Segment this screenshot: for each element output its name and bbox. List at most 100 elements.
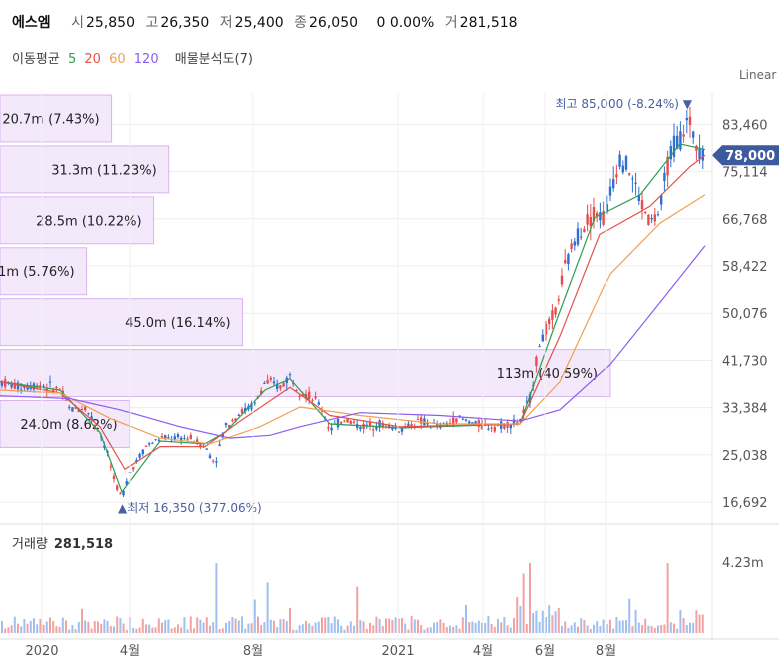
candle-body [525,401,528,403]
volume-bar [308,623,311,633]
candle-body [148,443,151,445]
ma5-label[interactable]: 5 [67,52,77,67]
ma20-label[interactable]: 20 [84,52,101,67]
candle-body [272,381,276,384]
candle-body [647,214,650,225]
candle-body [80,409,84,411]
volume-bar [337,619,339,633]
ma-legend[interactable]: 이동평균 5 20 60 120 매물분석도(7) [12,48,257,67]
volume-bar [497,618,499,633]
candle-body [397,431,400,433]
candle-body [628,173,631,175]
candle-body [602,211,605,225]
volume-bar [135,628,138,633]
volume-bar [429,627,432,633]
volume-bar [285,621,288,633]
candle-body [436,423,439,426]
volume-bar [500,622,503,633]
volume-bar [461,617,464,633]
candle-body [583,228,586,233]
x-tick-label: 8월 [243,644,263,659]
candle-body [42,386,45,388]
volume-profile-label[interactable]: 매물분석도(7) [174,52,253,67]
volume-bar [679,610,682,633]
candle-body [564,259,567,264]
volume-bar [84,620,87,633]
candle-body [592,207,596,221]
ma120-label[interactable]: 120 [133,52,159,67]
candle-body [407,423,410,429]
ma60-label[interactable]: 60 [109,52,126,67]
x-tick-label: 2020 [25,644,58,659]
candle-body [391,426,394,430]
candle-body [343,420,346,422]
volume-bar [311,625,314,633]
candle-body [253,402,256,404]
volume-bar [631,626,634,633]
candle-body [519,418,522,422]
volume-bar [573,622,576,633]
open-label: 시 [71,15,84,31]
candle-body [13,382,16,389]
volume-bar [189,616,192,633]
volume-panel-title: 거래량 [12,537,48,552]
volume-bar [269,619,272,633]
x-tick-label: 8월 [596,644,616,659]
current-price-value: 78,000 [725,149,775,164]
volume-bar [426,627,429,633]
volume-bar [647,625,650,633]
volume-bar [55,626,58,633]
volume-bar [474,623,477,633]
candle-body [522,409,525,414]
candle-body [368,421,372,427]
volume-bar [333,616,336,633]
volume-bar [199,619,202,633]
scale-mode-toggle[interactable]: Linear [739,68,777,82]
x-tick-label: 6월 [535,644,555,659]
volume-bar [621,620,624,633]
y-tick-label: 58,422 [722,260,768,275]
volume-bar [145,624,147,633]
candle-body [234,418,237,422]
volume-bar [340,625,343,633]
candle-body [180,437,183,441]
y-tick-label: 66,768 [722,213,768,228]
candle-body [586,214,589,225]
volume-bar [1,620,3,633]
volume-bar [471,621,474,633]
candle-body [544,324,548,335]
candle-body [317,402,320,405]
volume-bar [538,621,541,633]
volume-bar [554,611,557,633]
volume-bar [650,625,653,633]
candle-body [474,421,477,425]
candle-body [621,165,624,173]
y-tick-label: 25,038 [722,449,768,464]
volume-bar [618,620,621,633]
y-tick-label: 33,384 [722,402,768,417]
candle-body [394,427,397,429]
max-price-label: 최고 85,000 (-8.24%) ▼ [555,97,692,111]
candle-body [576,228,580,245]
volume-bar [209,625,211,633]
volume-bar [349,621,352,633]
y-tick-label: 41,730 [722,354,768,369]
candle-body [346,418,349,423]
volume-bar [442,622,445,633]
candle-body [4,379,7,388]
candle-body [122,491,125,496]
volume-bar [109,625,112,633]
candle-body [509,424,512,429]
volume-bar [676,628,679,633]
volume-bar [58,626,61,633]
candle-body [372,429,375,431]
volume-bar [29,620,32,633]
candle-body [612,179,615,189]
volume-bar [362,621,365,633]
volume-bar [39,619,42,633]
candle-body [567,254,570,264]
volume-bar [97,621,99,633]
change-value: 0 0.00% [376,15,435,31]
candle-body [452,417,455,427]
